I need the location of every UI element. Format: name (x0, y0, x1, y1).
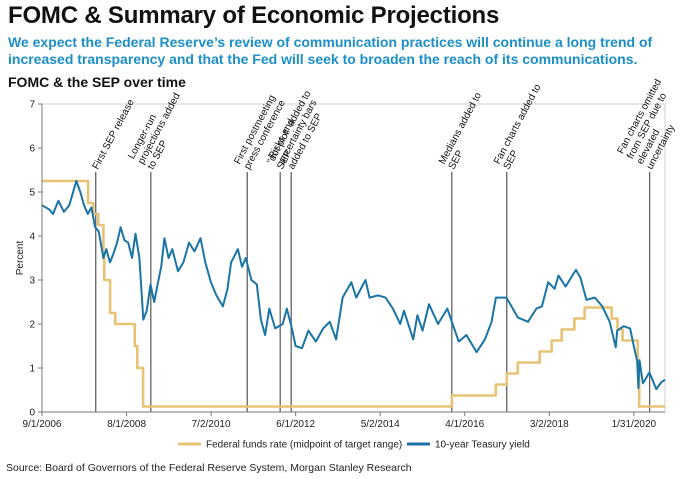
x-tick-label: 1/31/2020 (612, 419, 657, 430)
y-tick-label: 3 (29, 276, 35, 287)
x-tick-label: 8/1/2008 (107, 419, 146, 430)
line-chart: 0 1 2 3 4 5 6 7 Percent 9/1/2006 8/1/2008 7/2/2010 6… (15, 78, 678, 451)
y-tick-label: 0 (29, 408, 35, 419)
page-title: FOMC & Summary of Economic Projections (8, 2, 500, 29)
legend-label-treasury: 10-year Teasury yield (435, 440, 530, 451)
event-annotation: First SEP release (91, 97, 137, 171)
chart-series (41, 179, 666, 408)
x-tick-label: 6/1/2012 (276, 419, 315, 430)
legend-label-fed-funds: Federal funds rate (midpoint of target r… (206, 440, 402, 451)
y-tick-label: 4 (29, 232, 35, 243)
chart-legend: Federal funds rate (midpoint of target r… (178, 440, 530, 451)
page-subtitle: We expect the Federal Reserve’s review o… (8, 34, 688, 68)
y-axis-title: Percent (15, 241, 26, 276)
y-tick-label: 5 (29, 188, 35, 199)
event-annotation-line: First SEP release (91, 97, 137, 171)
x-tick-label: 7/2/2010 (192, 419, 231, 430)
y-tick-label: 2 (29, 320, 35, 331)
y-tick-label: 1 (29, 364, 35, 375)
chart-axes: 0 1 2 3 4 5 6 7 Percent 9/1/2006 8/1/2008 7/2/2010 6… (15, 100, 665, 430)
x-tick-label: 9/1/2006 (23, 419, 62, 430)
x-tick-label: 4/1/2016 (445, 419, 484, 430)
y-tick-label: 6 (29, 144, 35, 155)
x-tick-label: 3/2/2018 (530, 419, 569, 430)
chart-title: FOMC & the SEP over time (8, 74, 186, 90)
treasury-yield-line (41, 180, 666, 391)
subtitle-line-2: increased transparency and that the Fed … (8, 51, 638, 67)
fed-funds-rate-line (42, 179, 665, 408)
source-note: Source: Board of Governors of the Federa… (6, 462, 412, 474)
x-tick-label: 5/2/2014 (361, 419, 400, 430)
y-tick-label: 7 (29, 100, 35, 111)
event-markers (95, 172, 651, 412)
subtitle-line-1: We expect the Federal Reserve’s review o… (8, 34, 653, 50)
